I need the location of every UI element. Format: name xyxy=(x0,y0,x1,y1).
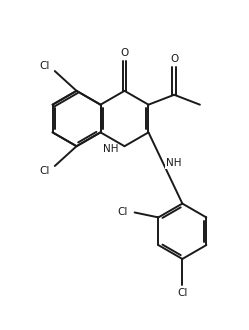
Text: NH: NH xyxy=(166,158,181,168)
Text: Cl: Cl xyxy=(40,61,50,71)
Text: Cl: Cl xyxy=(118,208,128,217)
Text: O: O xyxy=(170,54,178,64)
Text: O: O xyxy=(120,48,129,58)
Text: Cl: Cl xyxy=(40,166,50,176)
Text: Cl: Cl xyxy=(177,287,187,298)
Text: NH: NH xyxy=(103,144,119,154)
